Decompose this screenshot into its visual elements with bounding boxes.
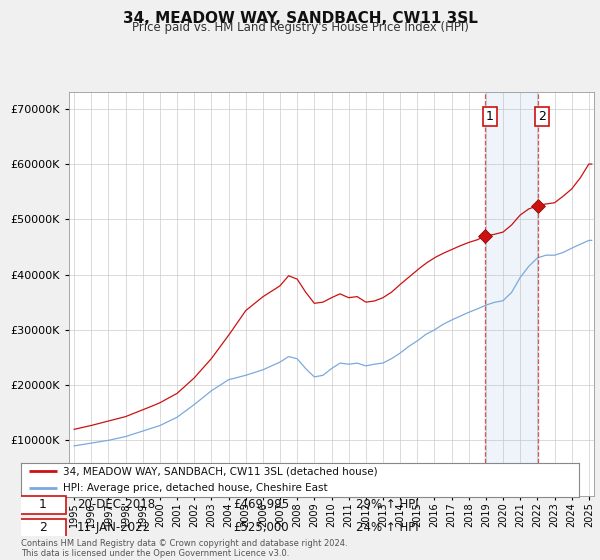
Text: 34, MEADOW WAY, SANDBACH, CW11 3SL: 34, MEADOW WAY, SANDBACH, CW11 3SL [122, 11, 478, 26]
Text: £525,000: £525,000 [233, 521, 289, 534]
Text: 2: 2 [39, 521, 47, 534]
Text: 29% ↑ HPI: 29% ↑ HPI [356, 498, 418, 511]
Text: 1: 1 [486, 110, 494, 123]
Text: Contains HM Land Registry data © Crown copyright and database right 2024.
This d: Contains HM Land Registry data © Crown c… [21, 539, 347, 558]
Text: £469,995: £469,995 [233, 498, 289, 511]
Text: 1: 1 [39, 498, 47, 511]
Text: Price paid vs. HM Land Registry's House Price Index (HPI): Price paid vs. HM Land Registry's House … [131, 21, 469, 34]
FancyBboxPatch shape [20, 520, 65, 537]
Text: 2: 2 [538, 110, 546, 123]
Bar [485, 92, 538, 496]
Text: 11-JAN-2022: 11-JAN-2022 [77, 521, 151, 534]
FancyBboxPatch shape [20, 496, 65, 514]
Text: 20-DEC-2018: 20-DEC-2018 [77, 498, 155, 511]
Text: HPI: Average price, detached house, Cheshire East: HPI: Average price, detached house, Ches… [63, 483, 328, 493]
Text: 34, MEADOW WAY, SANDBACH, CW11 3SL (detached house): 34, MEADOW WAY, SANDBACH, CW11 3SL (deta… [63, 466, 377, 476]
Text: 24% ↑ HPI: 24% ↑ HPI [356, 521, 418, 534]
